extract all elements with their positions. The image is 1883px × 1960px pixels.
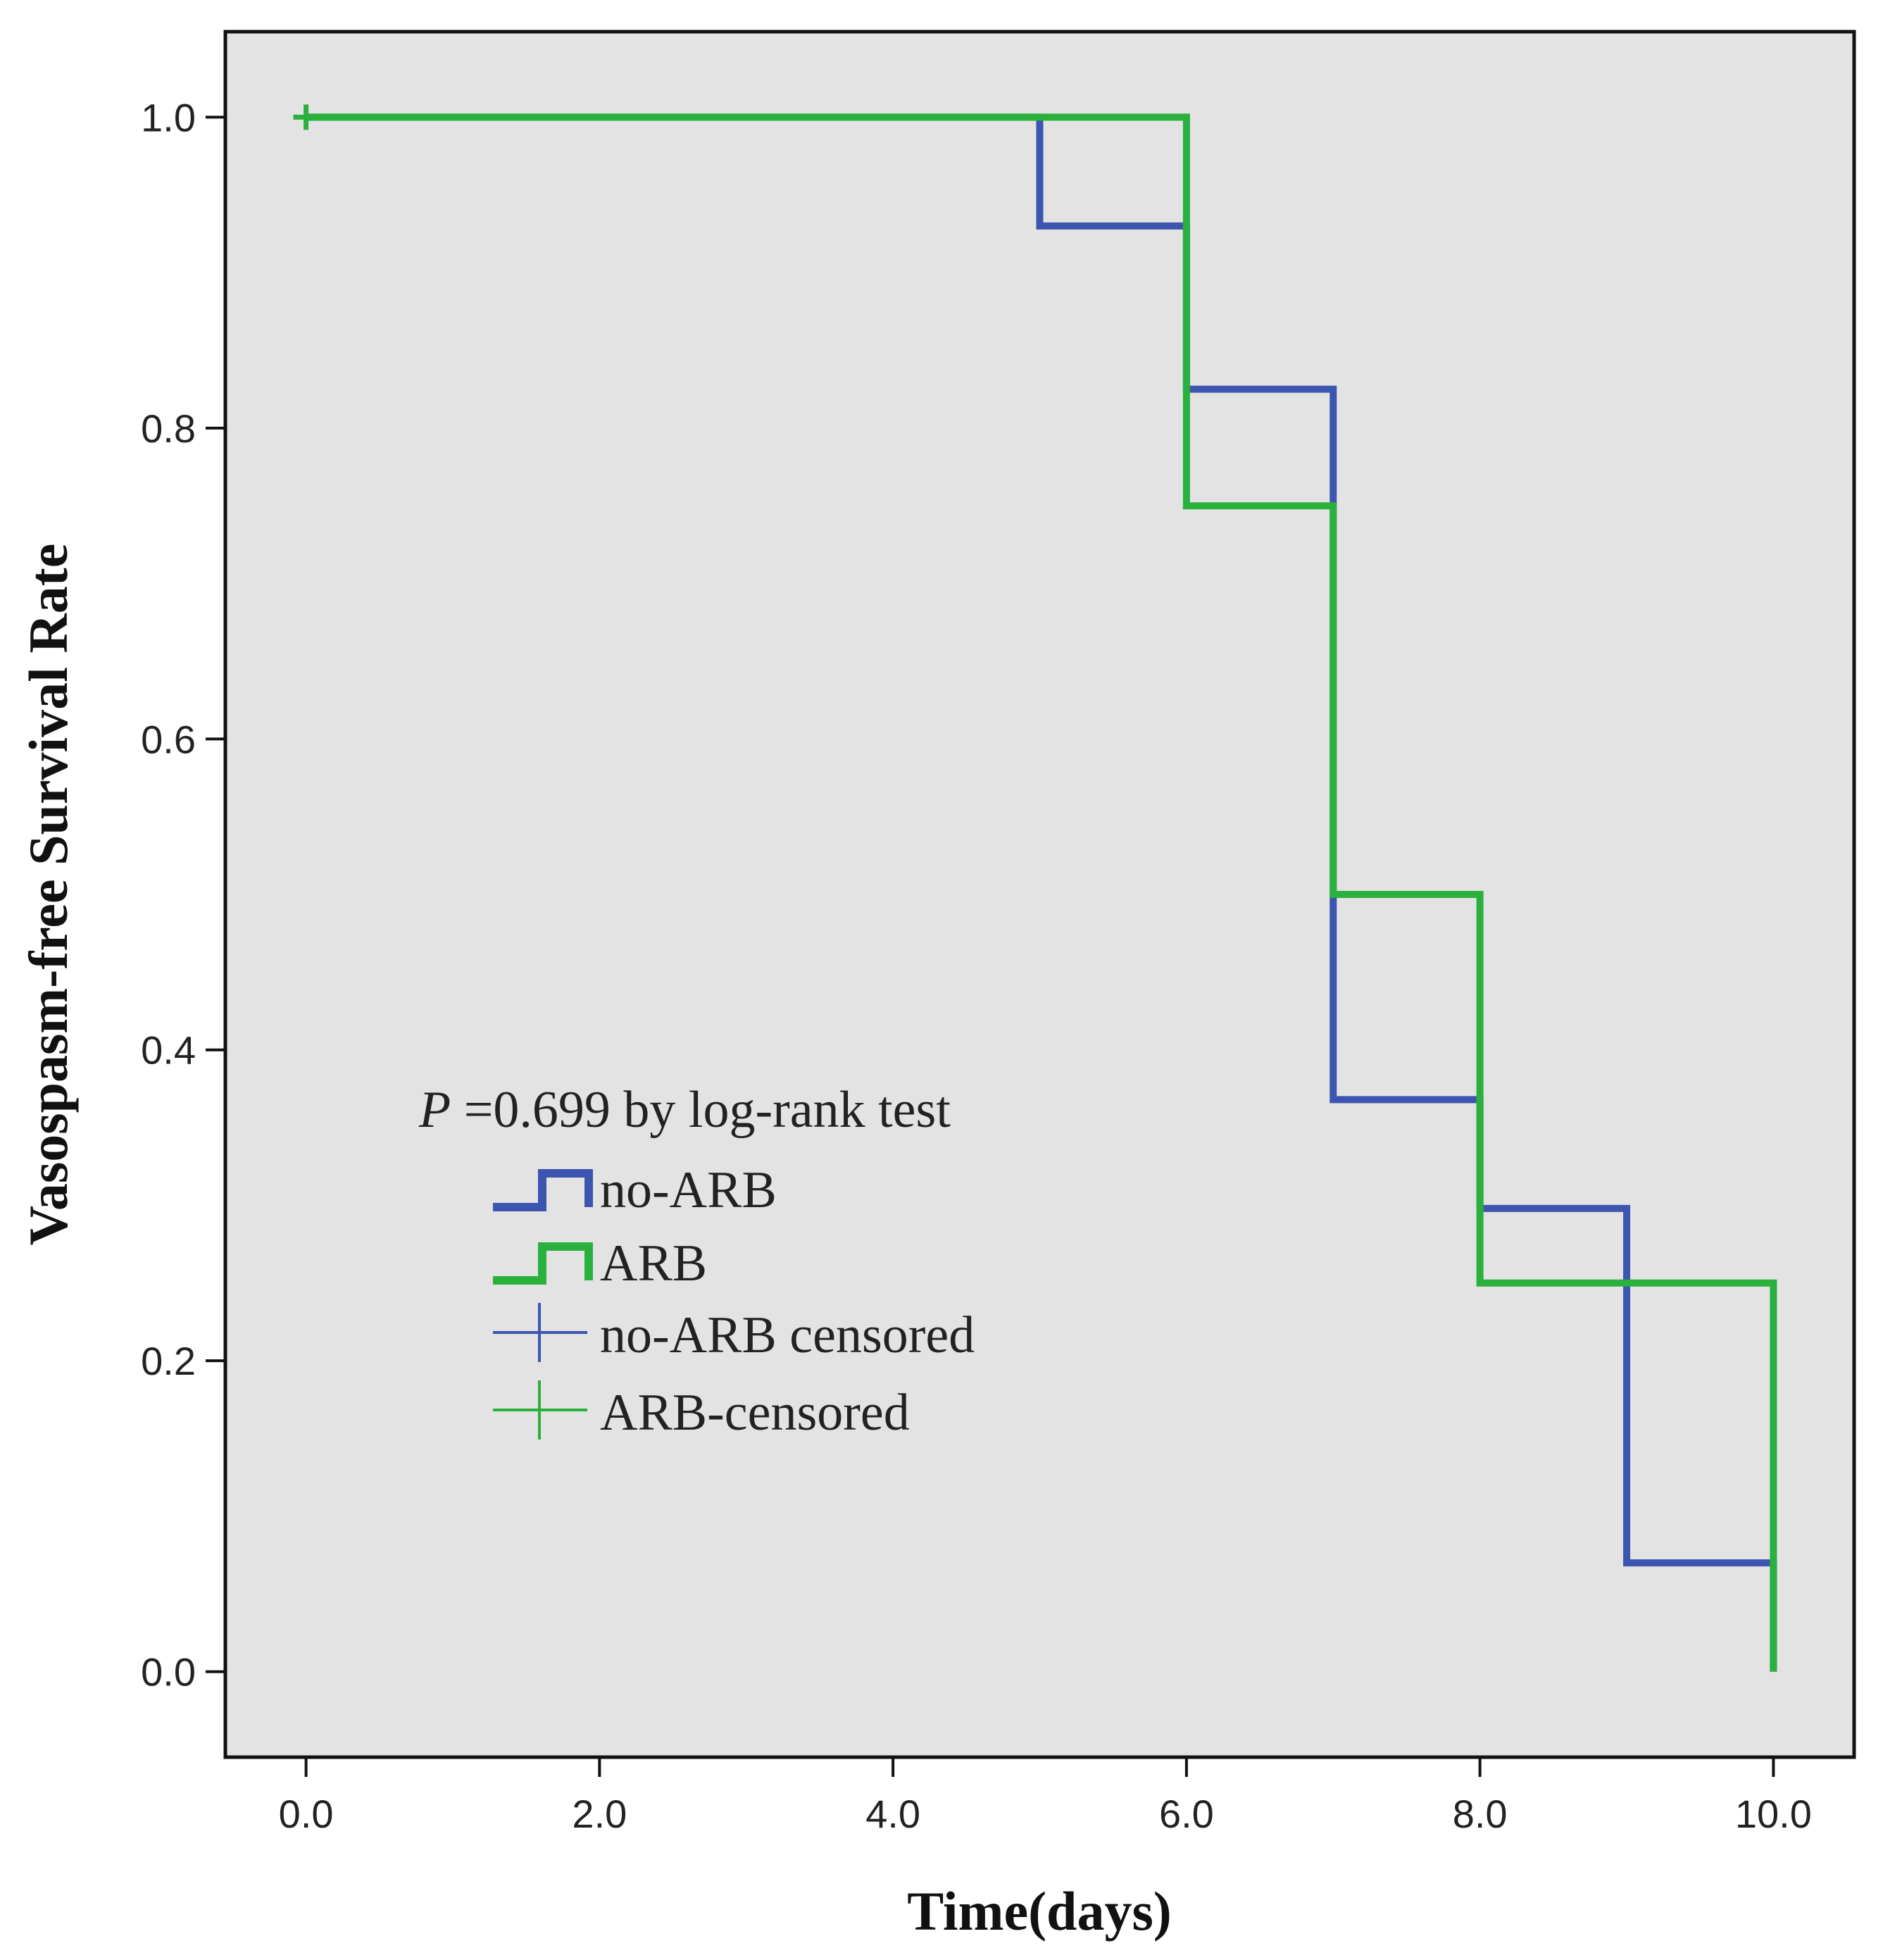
x-tick-label: 0.0 xyxy=(279,1792,334,1836)
legend-item-arb-censored: ARB-censored xyxy=(493,1380,910,1442)
legend: P =0.699 by log-rank test no-ARB ARB no-AR… xyxy=(418,1081,975,1442)
y-tick-label: 0.6 xyxy=(141,717,196,761)
y-tick-label: 1.0 xyxy=(141,95,196,139)
plot-background xyxy=(225,32,1854,1757)
censor-layer xyxy=(293,104,319,130)
x-tick-label: 10.0 xyxy=(1735,1792,1812,1836)
p-value-annotation: P =0.699 by log-rank test xyxy=(418,1081,951,1139)
y-tick-label: 0.0 xyxy=(141,1650,196,1694)
legend-item-no-arb-censored: no-ARB censored xyxy=(493,1303,975,1364)
y-tick-label: 0.8 xyxy=(141,406,196,451)
series-line-no-arb xyxy=(306,113,1777,1672)
plot-frame xyxy=(223,30,1856,1759)
legend-label: ARB xyxy=(600,1235,707,1292)
x-axis-title: Time(days) xyxy=(907,1880,1172,1942)
censor-mark-arb xyxy=(293,104,319,130)
legend-label: no-ARB censored xyxy=(600,1306,975,1364)
y-axis-title: Vasospasm-free Survival Rate xyxy=(18,544,79,1246)
x-axis: 0.0 2.0 4.0 6.0 8.0 10.0 xyxy=(279,1757,1812,1836)
y-axis: 0.0 0.2 0.4 0.6 0.8 1.0 xyxy=(141,95,225,1694)
series-line-arb xyxy=(306,113,1777,1672)
legend-item-no-arb: no-ARB xyxy=(493,1161,777,1219)
p-value-text: =0.699 by log-rank test xyxy=(451,1081,951,1139)
y-tick-label: 0.2 xyxy=(141,1339,196,1383)
y-tick-label: 0.4 xyxy=(141,1028,196,1073)
legend-label: ARB-censored xyxy=(600,1384,910,1442)
legend-item-arb: ARB xyxy=(493,1235,707,1292)
legend-label: no-ARB xyxy=(600,1161,777,1219)
p-symbol: P xyxy=(418,1081,451,1139)
legend-step-swatch xyxy=(493,1169,593,1211)
legend-step-swatch xyxy=(493,1242,593,1285)
x-tick-label: 2.0 xyxy=(572,1792,627,1836)
x-tick-label: 6.0 xyxy=(1159,1792,1214,1836)
x-tick-label: 4.0 xyxy=(865,1792,920,1836)
x-tick-label: 8.0 xyxy=(1453,1792,1508,1836)
series-layer xyxy=(306,113,1777,1672)
